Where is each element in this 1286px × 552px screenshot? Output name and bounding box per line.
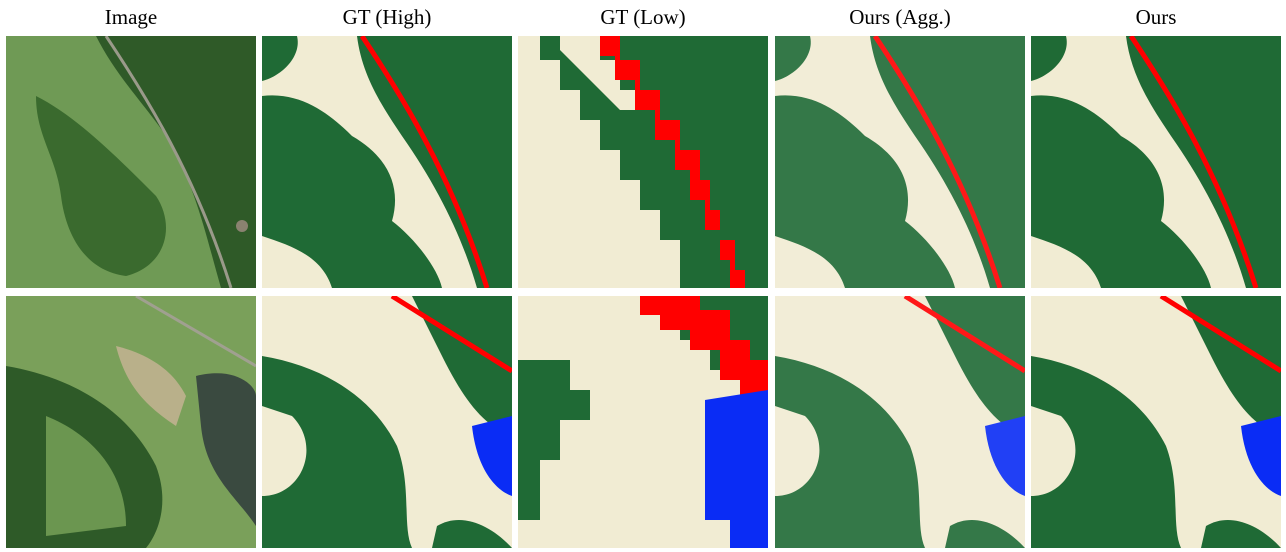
column-header: Image xyxy=(105,5,157,29)
gt-high-map xyxy=(262,296,512,548)
ours-agg-map xyxy=(775,296,1025,548)
gt-low-map xyxy=(518,36,768,288)
gt-low-map xyxy=(518,296,768,548)
ours-map xyxy=(1031,36,1281,288)
column-header: GT (Low) xyxy=(600,5,685,29)
aerial-image xyxy=(6,36,256,288)
page: Image GT (High) GT (Low) Ours (Agg.) Our… xyxy=(0,0,1286,552)
row-2 xyxy=(6,296,1281,548)
row-1 xyxy=(6,36,1281,288)
column-header: GT (High) xyxy=(343,5,432,29)
column-header: Ours xyxy=(1136,5,1177,29)
gt-high-map xyxy=(262,36,512,288)
ours-map xyxy=(1031,296,1281,548)
ours-agg-map xyxy=(775,36,1025,288)
column-header: Ours (Agg.) xyxy=(849,5,950,29)
figure: Image GT (High) GT (Low) Ours (Agg.) Our… xyxy=(0,0,1286,552)
aerial-image xyxy=(6,296,256,548)
column-headers: Image GT (High) GT (Low) Ours (Agg.) Our… xyxy=(105,5,1177,29)
